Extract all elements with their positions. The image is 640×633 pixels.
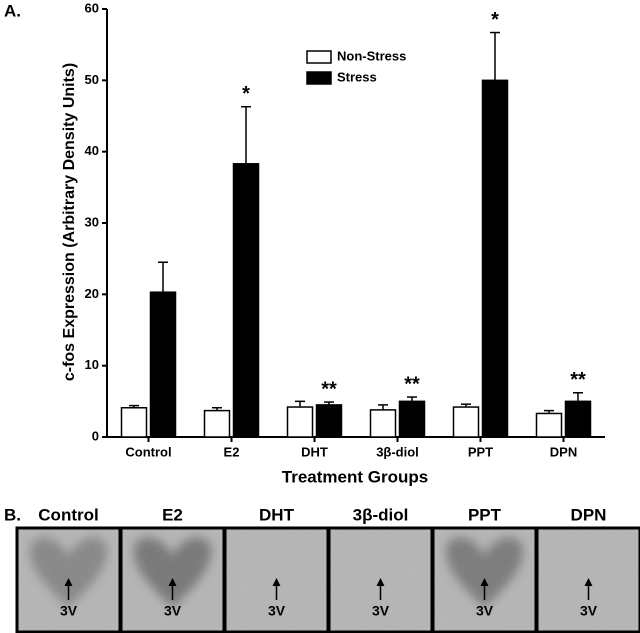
x-tick-label: DHT [301, 444, 328, 459]
bar [481, 79, 509, 438]
panel-label: B. [4, 505, 21, 524]
arrow-head [376, 578, 385, 586]
region-label: 3V [60, 603, 78, 619]
y-axis-label: c-fos Expression (Arbitrary Density Unit… [61, 63, 78, 381]
panel-title: E2 [162, 505, 183, 524]
panel-title: PPT [468, 505, 502, 524]
x-tick-label: 3β-diol [376, 444, 419, 459]
significance-mark: * [491, 9, 499, 31]
x-tick-label: E2 [224, 444, 240, 459]
arrow-head [64, 578, 73, 586]
panel-title: 3β-diol [353, 505, 409, 524]
region-label: 3V [476, 603, 494, 619]
bar [452, 406, 480, 438]
x-tick-label: DPN [550, 444, 577, 459]
bar [564, 400, 592, 438]
y-tick-label: 0 [92, 428, 99, 443]
legend-swatch [306, 50, 332, 64]
panel-title: DPN [571, 505, 607, 524]
panel-label: A. [4, 1, 21, 20]
arrow-head [272, 578, 281, 586]
bar [232, 163, 260, 438]
y-tick-label: 60 [85, 0, 99, 15]
image-panels: Control 3V E2 3V DHT 3V 3β-diol 3V PPT 3V DPN 3V [15, 505, 640, 633]
panel-title: DHT [259, 505, 295, 524]
x-tick-label: Control [125, 444, 171, 459]
image-border [535, 526, 640, 633]
significance-mark: ** [570, 369, 586, 391]
y-tick-label: 30 [85, 214, 99, 229]
bar [286, 406, 314, 438]
arrow-head [584, 578, 593, 586]
significance-mark: ** [321, 378, 337, 400]
bar [398, 400, 426, 438]
arrow-head [168, 578, 177, 586]
y-tick-label: 50 [85, 72, 99, 87]
region-label: 3V [164, 603, 182, 619]
bar [369, 409, 397, 438]
bar [203, 409, 231, 438]
legend-label: Stress [337, 69, 377, 84]
region-label: 3V [372, 603, 390, 619]
panel-title: Control [38, 505, 98, 524]
significance-mark: * [242, 83, 250, 105]
significance-mark: ** [404, 373, 420, 395]
legend-swatch [306, 71, 332, 85]
bar [149, 291, 177, 438]
region-label: 3V [268, 603, 286, 619]
bar [315, 404, 343, 438]
bar [535, 412, 563, 438]
arrow-head [480, 578, 489, 586]
y-tick-label: 40 [85, 143, 99, 158]
region-label: 3V [580, 603, 598, 619]
y-tick-label: 20 [85, 286, 99, 301]
bar [120, 407, 148, 438]
x-tick-label: PPT [468, 444, 493, 459]
x-axis-label: Treatment Groups [282, 467, 428, 486]
y-tick-label: 10 [85, 357, 99, 372]
legend-label: Non-Stress [337, 48, 406, 63]
